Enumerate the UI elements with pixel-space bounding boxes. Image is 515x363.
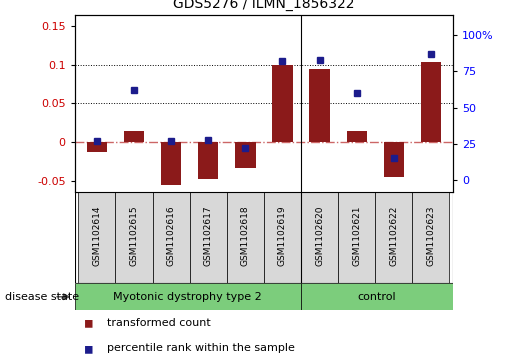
Bar (75, 283, 301, 310)
Bar (198, 142, 218, 179)
Text: disease state: disease state (5, 292, 79, 302)
Bar (152, 192, 190, 283)
Title: GDS5276 / ILMN_1856322: GDS5276 / ILMN_1856322 (173, 0, 355, 11)
Text: GSM1102617: GSM1102617 (204, 205, 213, 266)
Text: GSM1102620: GSM1102620 (315, 206, 324, 266)
Bar (347, 131, 367, 142)
Bar (115, 192, 152, 283)
Bar (375, 192, 413, 283)
Bar (272, 65, 293, 142)
Bar (384, 142, 404, 177)
Bar (161, 142, 181, 185)
Text: GSM1102621: GSM1102621 (352, 206, 361, 266)
Bar (413, 192, 450, 283)
Bar (227, 192, 264, 283)
Text: GSM1102618: GSM1102618 (241, 205, 250, 266)
Text: Myotonic dystrophy type 2: Myotonic dystrophy type 2 (113, 292, 262, 302)
Text: ■: ■ (85, 342, 93, 355)
Bar (78, 192, 115, 283)
Text: GSM1102623: GSM1102623 (426, 206, 436, 266)
Bar (235, 142, 255, 168)
Text: GSM1102619: GSM1102619 (278, 205, 287, 266)
Text: transformed count: transformed count (107, 318, 210, 328)
Bar (301, 283, 453, 310)
Text: ■: ■ (85, 317, 93, 330)
Bar (190, 192, 227, 283)
Text: GSM1102614: GSM1102614 (92, 206, 101, 266)
Bar (310, 69, 330, 142)
Bar (264, 192, 301, 283)
Bar (124, 131, 144, 142)
Text: control: control (358, 292, 397, 302)
Text: GSM1102616: GSM1102616 (167, 205, 176, 266)
Bar (421, 62, 441, 142)
Bar (87, 142, 107, 152)
Bar (338, 192, 375, 283)
Text: GSM1102615: GSM1102615 (130, 205, 139, 266)
Bar (301, 192, 338, 283)
Text: GSM1102622: GSM1102622 (389, 206, 398, 266)
Text: percentile rank within the sample: percentile rank within the sample (107, 343, 295, 354)
